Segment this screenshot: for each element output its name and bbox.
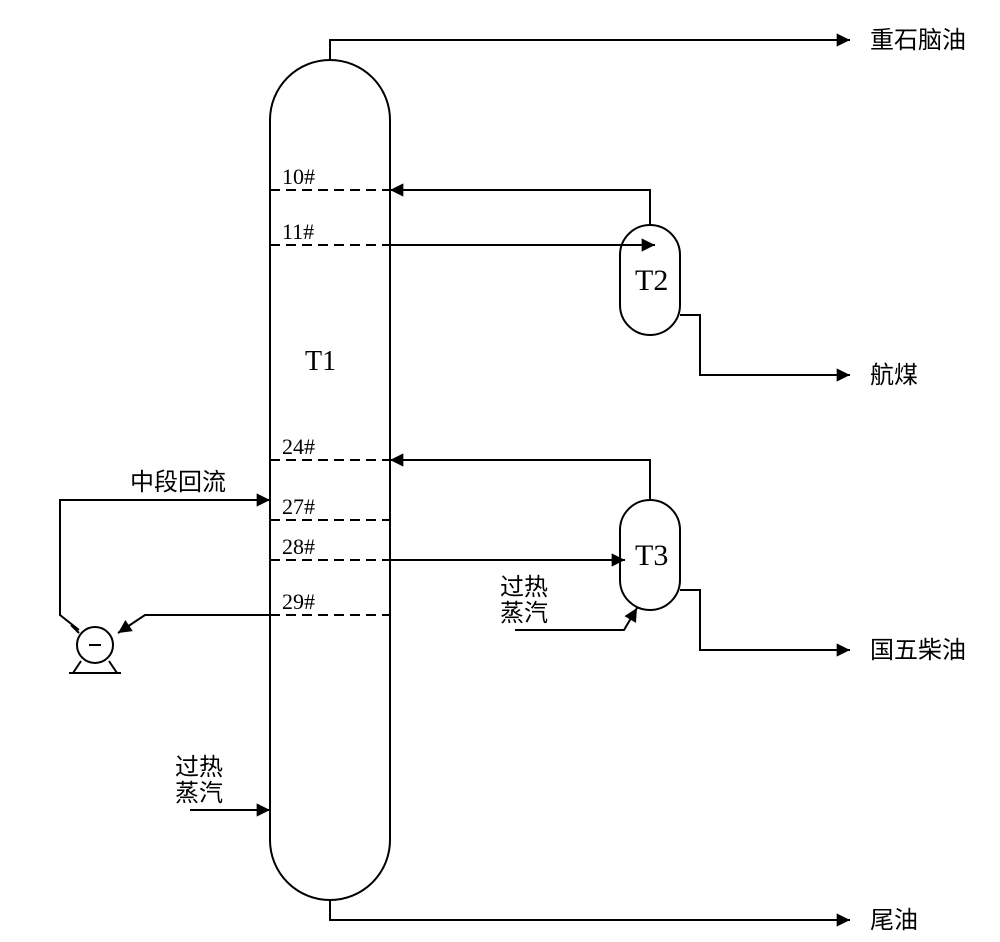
tray-label-24#: 24# bbox=[282, 434, 315, 459]
vessel-T3-label: T3 bbox=[635, 539, 668, 572]
tray-label-10#: 10# bbox=[282, 164, 315, 189]
svg-text:过热: 过热 bbox=[175, 754, 223, 781]
svg-text:蒸汽: 蒸汽 bbox=[175, 780, 223, 807]
tray-label-11#: 11# bbox=[282, 219, 314, 244]
output-jet_fuel-label: 航煤 bbox=[870, 362, 918, 389]
tray-label-28#: 28# bbox=[282, 534, 315, 559]
output-tail_oil-label: 尾油 bbox=[870, 907, 918, 934]
column-T1-label: T1 bbox=[305, 346, 336, 377]
output-diesel-label: 国五柴油 bbox=[870, 637, 966, 664]
svg-text:蒸汽: 蒸汽 bbox=[500, 600, 548, 627]
output-heavy_naphtha-label: 重石脑油 bbox=[870, 27, 966, 54]
vessel-T2-label: T2 bbox=[635, 264, 668, 297]
pumparound-label: 中段回流 bbox=[130, 469, 226, 496]
svg-text:过热: 过热 bbox=[500, 574, 548, 601]
tray-label-27#: 27# bbox=[282, 494, 315, 519]
tray-label-29#: 29# bbox=[282, 589, 315, 614]
